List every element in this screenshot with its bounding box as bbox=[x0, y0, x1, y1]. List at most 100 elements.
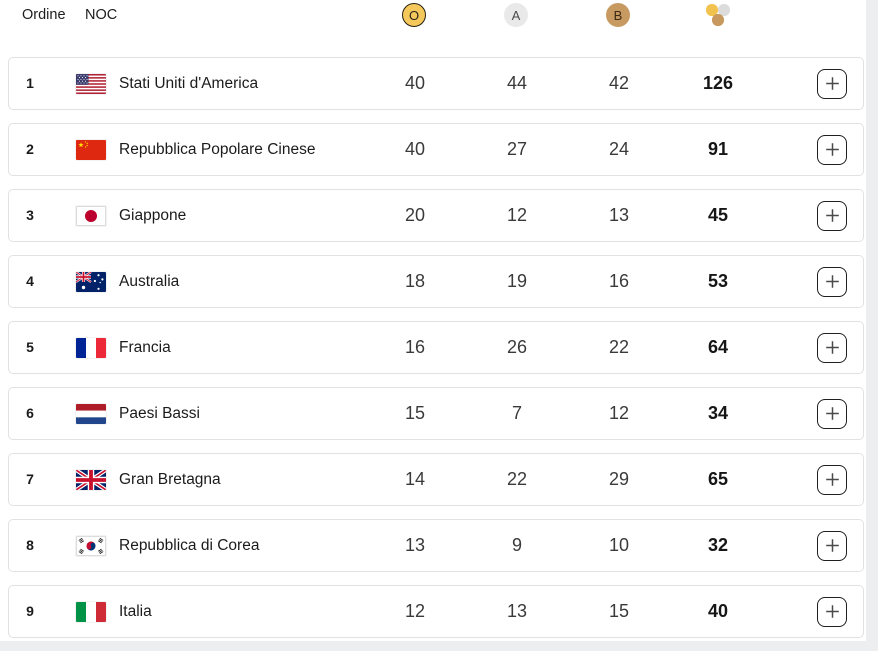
bronze-count: 22 bbox=[608, 337, 630, 357]
table-row: 6 Paesi Bassi 15 7 12 34 bbox=[8, 387, 864, 440]
table-row: 2 Repubblica Popolare Cinese 40 27 24 91 bbox=[8, 123, 864, 176]
country-name: Australia bbox=[119, 273, 180, 290]
plus-icon bbox=[825, 341, 839, 354]
rank-cell: 5 bbox=[26, 339, 34, 355]
total-count: 53 bbox=[707, 271, 729, 291]
bronze-count: 13 bbox=[608, 205, 630, 225]
plus-icon bbox=[825, 143, 839, 156]
medal-rows: 1 Stati Uniti d'America 40 44 42 126 2 R… bbox=[8, 57, 866, 651]
plus-icon bbox=[825, 605, 839, 618]
gold-count: 40 bbox=[404, 139, 426, 159]
rank-cell: 4 bbox=[26, 273, 34, 289]
expand-row-button[interactable] bbox=[817, 200, 847, 231]
flag-icon-jp bbox=[76, 205, 106, 226]
total-count: 45 bbox=[707, 205, 729, 225]
silver-count: 27 bbox=[506, 139, 528, 159]
table-row: 3 Giappone 20 12 13 45 bbox=[8, 189, 864, 242]
bronze-count: 24 bbox=[608, 139, 630, 159]
silver-dot-icon bbox=[718, 4, 730, 16]
rank-cell: 3 bbox=[26, 207, 34, 223]
rank-cell: 9 bbox=[26, 603, 34, 619]
gold-medal-column-icon[interactable]: O bbox=[402, 3, 426, 27]
plus-icon bbox=[825, 539, 839, 552]
country-name: Repubblica Popolare Cinese bbox=[119, 141, 316, 158]
gold-count: 15 bbox=[404, 403, 426, 423]
plus-icon bbox=[825, 209, 839, 222]
silver-count: 13 bbox=[506, 601, 528, 621]
table-header: Ordine NOC O A B bbox=[0, 0, 866, 57]
silver-count: 44 bbox=[506, 73, 528, 93]
gold-count: 18 bbox=[404, 271, 426, 291]
rank-cell: 2 bbox=[26, 141, 34, 157]
total-count: 32 bbox=[707, 535, 729, 555]
country-name: Giappone bbox=[119, 207, 187, 224]
gold-dot-icon bbox=[706, 4, 718, 16]
bronze-count: 10 bbox=[608, 535, 630, 555]
expand-row-button[interactable] bbox=[817, 68, 847, 99]
silver-count: 12 bbox=[506, 205, 528, 225]
flag-icon-us bbox=[76, 73, 106, 94]
expand-row-button[interactable] bbox=[817, 134, 847, 165]
total-count: 65 bbox=[707, 469, 729, 489]
header-ordine-label: Ordine bbox=[22, 7, 66, 23]
bronze-count: 15 bbox=[608, 601, 630, 621]
expand-row-button[interactable] bbox=[817, 332, 847, 363]
table-row: 4 Australia 18 19 16 53 bbox=[8, 255, 864, 308]
total-medals-column-icon[interactable] bbox=[706, 4, 732, 27]
bronze-count: 12 bbox=[608, 403, 630, 423]
silver-letter: A bbox=[511, 7, 521, 23]
expand-row-button[interactable] bbox=[817, 464, 847, 495]
gold-count: 40 bbox=[404, 73, 426, 93]
bronze-letter: B bbox=[613, 7, 623, 23]
expand-row-button[interactable] bbox=[817, 266, 847, 297]
flag-icon-cn bbox=[76, 139, 106, 160]
silver-count: 26 bbox=[506, 337, 528, 357]
silver-count: 19 bbox=[506, 271, 528, 291]
medal-table-page: Ordine NOC O A B 1 Stati Uniti d'America… bbox=[0, 0, 866, 641]
country-name: Repubblica di Corea bbox=[119, 537, 260, 554]
gold-count: 14 bbox=[404, 469, 426, 489]
bronze-dot-icon bbox=[712, 14, 724, 26]
expand-row-button[interactable] bbox=[817, 596, 847, 627]
rank-cell: 1 bbox=[26, 75, 34, 91]
country-name: Italia bbox=[119, 603, 152, 620]
total-count: 34 bbox=[707, 403, 729, 423]
gold-letter: O bbox=[408, 7, 420, 23]
flag-icon-au bbox=[76, 271, 106, 292]
country-name: Stati Uniti d'America bbox=[119, 75, 259, 92]
silver-count: 22 bbox=[506, 469, 528, 489]
flag-icon-kr bbox=[76, 535, 106, 556]
silver-medal-column-icon[interactable]: A bbox=[504, 3, 528, 27]
total-count: 64 bbox=[707, 337, 729, 357]
bronze-count: 42 bbox=[608, 73, 630, 93]
flag-icon-nl bbox=[76, 403, 106, 424]
table-row: 7 Gran Bretagna 14 22 29 65 bbox=[8, 453, 864, 506]
gold-count: 16 bbox=[404, 337, 426, 357]
bronze-count: 29 bbox=[608, 469, 630, 489]
gold-count: 12 bbox=[404, 601, 426, 621]
table-row: 8 Repubblica di Corea 13 9 10 32 bbox=[8, 519, 864, 572]
rank-cell: 7 bbox=[26, 471, 34, 487]
gold-count: 20 bbox=[404, 205, 426, 225]
rank-cell: 6 bbox=[26, 405, 34, 421]
plus-icon bbox=[825, 407, 839, 420]
header-noc-label: NOC bbox=[85, 7, 118, 23]
silver-count: 7 bbox=[511, 403, 522, 423]
table-row: 5 Francia 16 26 22 64 bbox=[8, 321, 864, 374]
silver-count: 9 bbox=[511, 535, 522, 555]
rank-cell: 8 bbox=[26, 537, 34, 553]
total-count: 40 bbox=[707, 601, 729, 621]
expand-row-button[interactable] bbox=[817, 398, 847, 429]
country-name: Francia bbox=[119, 339, 171, 356]
flag-icon-it bbox=[76, 601, 106, 622]
expand-row-button[interactable] bbox=[817, 530, 847, 561]
bronze-count: 16 bbox=[608, 271, 630, 291]
table-row: 1 Stati Uniti d'America 40 44 42 126 bbox=[8, 57, 864, 110]
plus-icon bbox=[825, 473, 839, 486]
table-row: 9 Italia 12 13 15 40 bbox=[8, 585, 864, 638]
total-count: 91 bbox=[707, 139, 729, 159]
flag-icon-fr bbox=[76, 337, 106, 358]
country-name: Gran Bretagna bbox=[119, 471, 221, 488]
bronze-medal-column-icon[interactable]: B bbox=[606, 3, 630, 27]
plus-icon bbox=[825, 275, 839, 288]
